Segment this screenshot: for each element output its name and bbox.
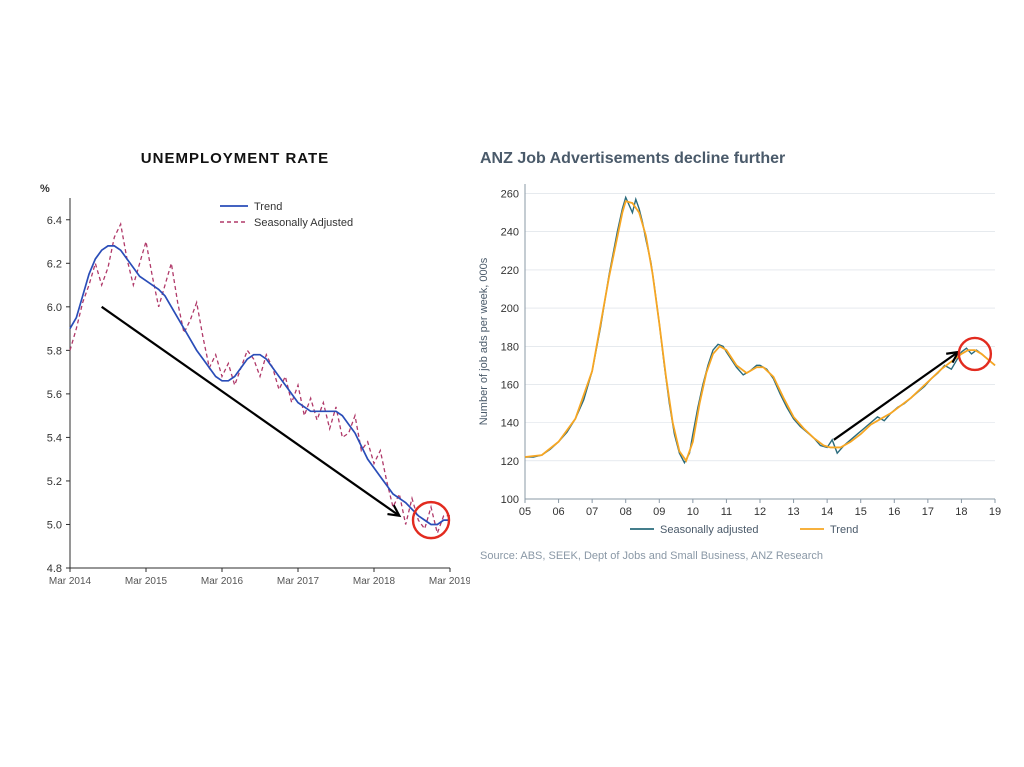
x-tick-label: 05 — [519, 506, 531, 518]
anz-source-text: Source: ABS, SEEK, Dept of Jobs and Smal… — [480, 550, 1024, 562]
x-tick-label: 15 — [855, 506, 867, 518]
anz-title: ANZ Job Advertisements decline further — [480, 150, 1024, 168]
x-tick-label: 16 — [888, 506, 900, 518]
y-tick-label: 140 — [501, 418, 519, 430]
x-tick-label: 10 — [687, 506, 699, 518]
x-tick-label: Mar 2016 — [201, 576, 244, 587]
y-tick-label: 5.0 — [47, 519, 62, 531]
y-tick-label: 100 — [501, 494, 519, 506]
x-tick-label: 06 — [552, 506, 564, 518]
y-tick-label: 5.2 — [47, 476, 62, 488]
trend-line — [70, 246, 450, 525]
charts-container: UNEMPLOYMENT RATE % 4.8 5.0 5.2 5.4 5.6 5.8 6.0… — [0, 0, 1024, 767]
anz-chart: 100 120 140 160 180 200 220 240 260 Number of job… — [470, 174, 1010, 544]
legend-seasonal: Seasonally Adjusted — [254, 217, 353, 229]
x-tick-label: 17 — [922, 506, 934, 518]
anz-panel: ANZ Job Advertisements decline further 1… — [470, 150, 1024, 767]
legend-seasonal: Seasonally adjusted — [660, 524, 758, 536]
y-tick-label: 5.8 — [47, 345, 62, 357]
legend-trend: Trend — [830, 524, 858, 536]
x-tick-label: Mar 2017 — [277, 576, 320, 587]
seasonal-line — [70, 224, 450, 533]
y-tick-label: 6.4 — [47, 215, 62, 227]
unemployment-chart: % 4.8 5.0 5.2 5.4 5.6 5.8 6.0 6.2 6.4 Mar 2014 Mar … — [0, 173, 470, 603]
legend-trend: Trend — [254, 201, 282, 213]
trend-line — [525, 201, 995, 461]
highlight-circle — [959, 338, 991, 370]
x-tick-label: Mar 2015 — [125, 576, 168, 587]
x-tick-label: Mar 2018 — [353, 576, 396, 587]
trend-arrow — [102, 307, 400, 516]
y-tick-label: 120 — [501, 456, 519, 468]
x-tick-label: 18 — [955, 506, 967, 518]
x-tick-label: 07 — [586, 506, 598, 518]
y-tick-label: 180 — [501, 341, 519, 353]
unemployment-panel: UNEMPLOYMENT RATE % 4.8 5.0 5.2 5.4 5.6 5.8 6.0… — [0, 150, 470, 767]
y-axis-label: Number of job ads per week, 000s — [478, 257, 490, 425]
x-tick-label: 19 — [989, 506, 1001, 518]
y-tick-label: 200 — [501, 303, 519, 315]
y-tick-label: 6.0 — [47, 302, 62, 314]
y-tick-label: 6.2 — [47, 258, 62, 270]
x-tick-label: 14 — [821, 506, 833, 518]
x-tick-label: 09 — [653, 506, 665, 518]
x-tick-label: Mar 2019 — [429, 576, 470, 587]
y-tick-label: 220 — [501, 265, 519, 277]
x-tick-label: 12 — [754, 506, 766, 518]
x-tick-label: 08 — [620, 506, 632, 518]
x-tick-label: 11 — [721, 506, 732, 518]
y-unit-label: % — [40, 183, 50, 195]
legend: Trend Seasonally Adjusted — [220, 201, 353, 229]
x-tick-label: 13 — [787, 506, 799, 518]
y-tick-label: 240 — [501, 227, 519, 239]
y-tick-label: 5.6 — [47, 389, 62, 401]
y-tick-label: 160 — [501, 379, 519, 391]
unemployment-title: UNEMPLOYMENT RATE — [0, 150, 470, 167]
legend: Seasonally adjusted Trend — [630, 524, 858, 536]
trend-arrow — [834, 352, 958, 440]
y-tick-label: 260 — [501, 189, 519, 201]
y-tick-label: 4.8 — [47, 563, 62, 575]
x-tick-label: Mar 2014 — [49, 576, 92, 587]
y-tick-label: 5.4 — [47, 432, 62, 444]
